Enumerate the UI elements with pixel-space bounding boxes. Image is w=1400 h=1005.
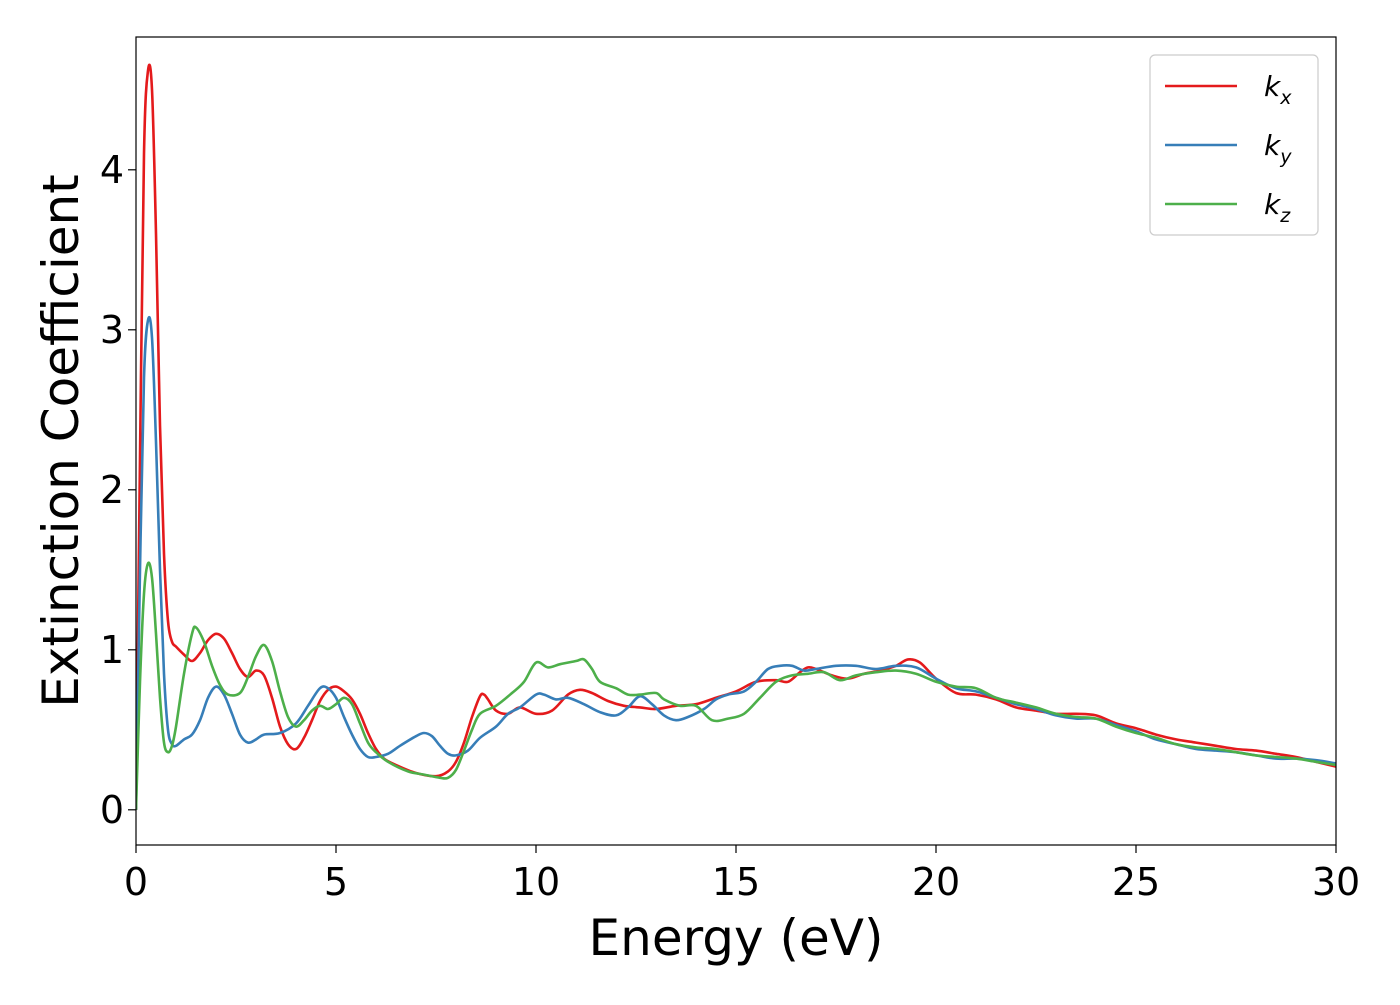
series-layer — [136, 63, 1336, 810]
y-tick-label: 0 — [100, 788, 124, 832]
legend: kx ky kz — [1149, 54, 1319, 236]
y-tick-label: 2 — [100, 468, 124, 512]
x-tick-label: 15 — [712, 860, 760, 904]
x-tick-label: 10 — [512, 860, 560, 904]
series-line-k-y — [136, 315, 1336, 810]
axes-layer: 0 5 10 15 20 25 30 0 1 2 3 4 — [100, 148, 1360, 904]
legend-label-z: kz — [1264, 188, 1291, 227]
y-axis-title: Extinction Coefficient — [32, 174, 90, 708]
x-axis-title: Energy (eV) — [589, 909, 884, 967]
series-line-k-z — [136, 561, 1336, 810]
x-tick-label: 0 — [124, 860, 148, 904]
series-line-k-x — [136, 63, 1336, 810]
y-tick-label: 1 — [100, 628, 124, 672]
x-tick-label: 25 — [1112, 860, 1160, 904]
y-tick-label: 4 — [100, 148, 124, 192]
legend-label-y: ky — [1264, 129, 1292, 168]
x-tick-label: 5 — [324, 860, 348, 904]
y-tick-label: 3 — [100, 308, 124, 352]
x-tick-label: 20 — [912, 860, 960, 904]
legend-label-x: kx — [1264, 70, 1292, 109]
x-tick-label: 30 — [1312, 860, 1360, 904]
